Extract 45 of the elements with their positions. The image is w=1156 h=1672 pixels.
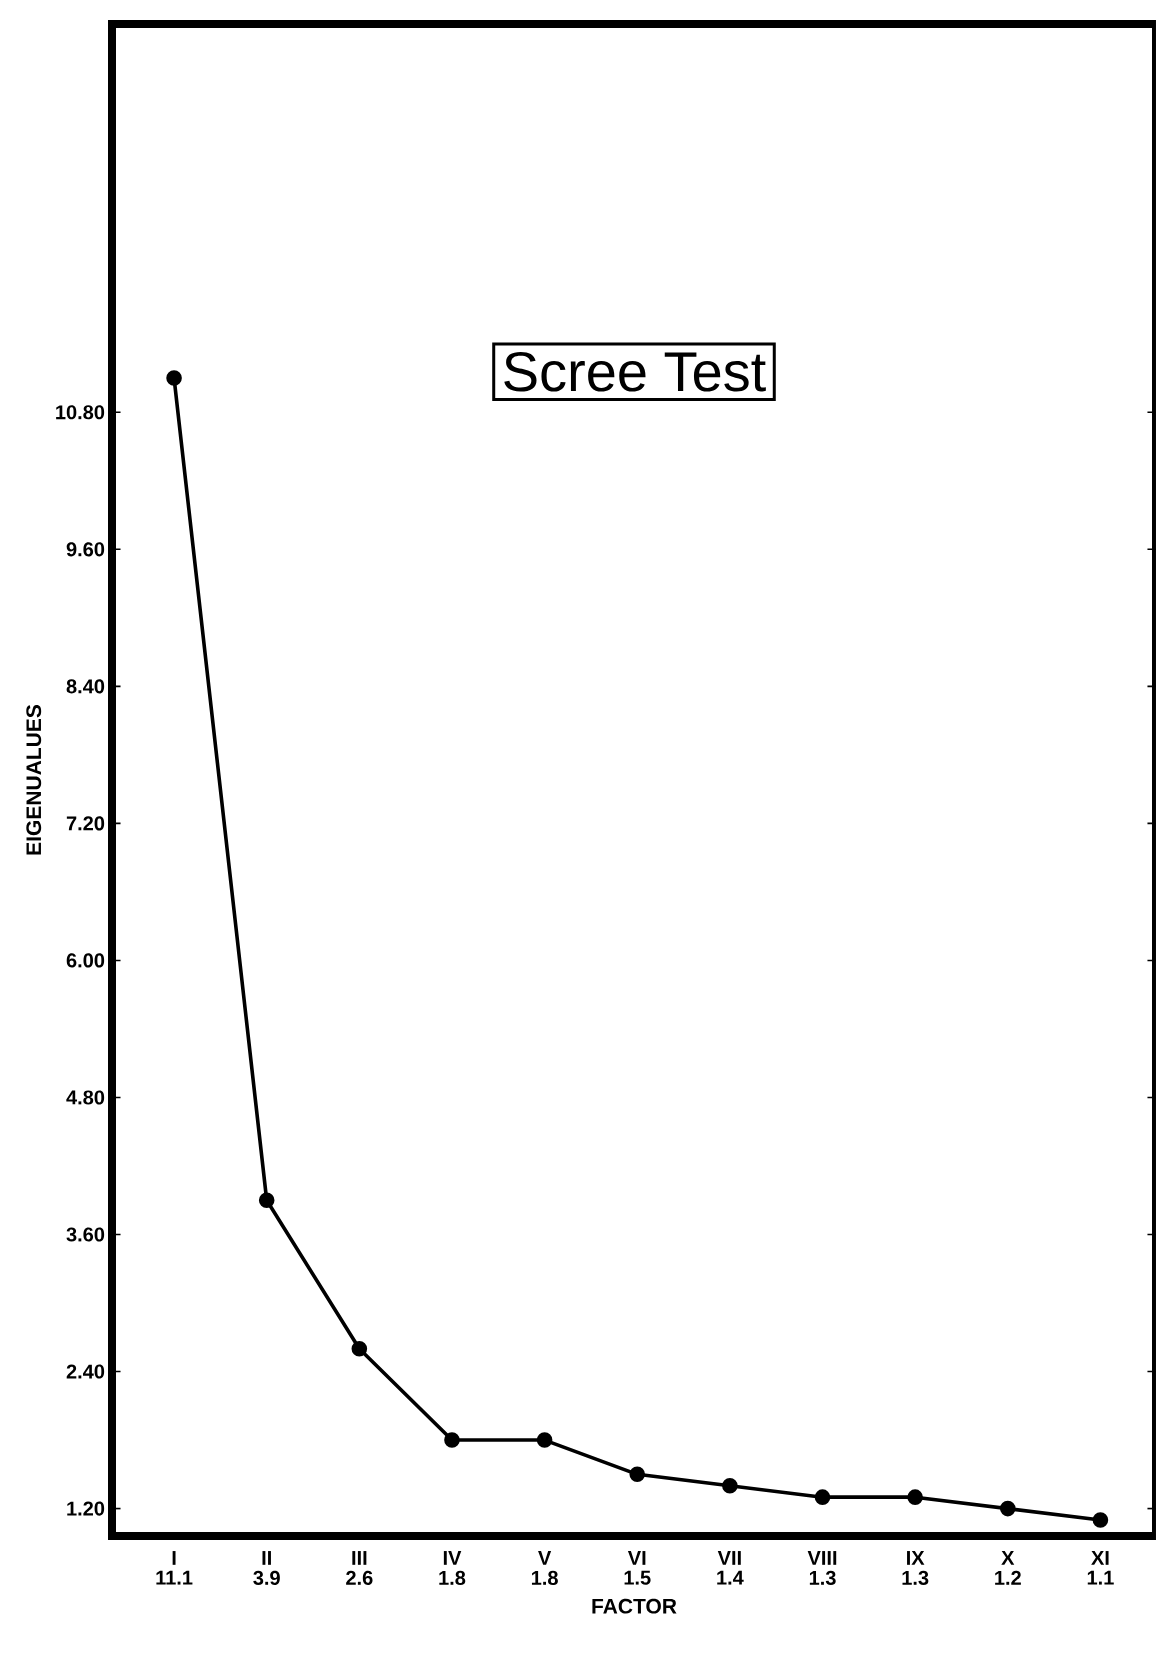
x-tick-label: IX [907,1551,925,1565]
point [166,370,182,386]
x-tick-label: XI [1091,1551,1109,1565]
point [999,1500,1016,1517]
data-label: 1.5 [624,1570,651,1585]
point [629,1466,646,1483]
x-tick-label: VII [717,1551,741,1565]
y-tick-label: 1.20 [67,1501,105,1516]
x-tick-label: III [352,1551,367,1565]
data-label: 2.6 [346,1570,373,1585]
data-label: 1.8 [439,1570,466,1585]
x-tick-label: X [1001,1551,1015,1565]
y-axis-title: EIGENUALUES [26,704,42,855]
data-label: 1.3 [902,1570,929,1585]
point [536,1432,553,1448]
point [1092,1512,1109,1528]
x-tick-label: V [538,1551,552,1565]
point [258,1192,275,1209]
data-label: 1.2 [995,1570,1021,1585]
y-tick-label: 2.40 [66,1364,105,1379]
y-tick-label: 4.80 [66,1090,105,1105]
x-tick-label: IV [443,1551,462,1565]
data-label: 1.8 [531,1570,558,1585]
y-tick-label: 8.40 [66,679,105,694]
data-label: 3.9 [253,1570,280,1585]
x-axis-title: FACTOR [592,1598,677,1614]
y-tick-label: 3.60 [66,1227,105,1242]
point [907,1489,923,1505]
y-tick-label: 9.60 [66,542,105,557]
data-label: 1.4 [717,1570,744,1585]
data-label: 11.1 [156,1570,193,1585]
point [351,1340,368,1357]
y-tick-label: 6.00 [66,953,105,968]
x-tick-label: VI [627,1551,646,1565]
data-label: 1.3 [809,1570,836,1585]
y-tick-label: 10.80 [56,405,105,420]
point [722,1477,738,1494]
data-label: 1.1 [1087,1570,1114,1585]
point [444,1432,460,1448]
text: Scree Test [504,351,766,392]
y-tick-label: 7.20 [66,816,105,831]
x-tick-label: II [262,1551,271,1565]
x-tick-label: I [172,1551,176,1565]
point [814,1489,831,1505]
x-tick-label: VIII [807,1551,837,1565]
